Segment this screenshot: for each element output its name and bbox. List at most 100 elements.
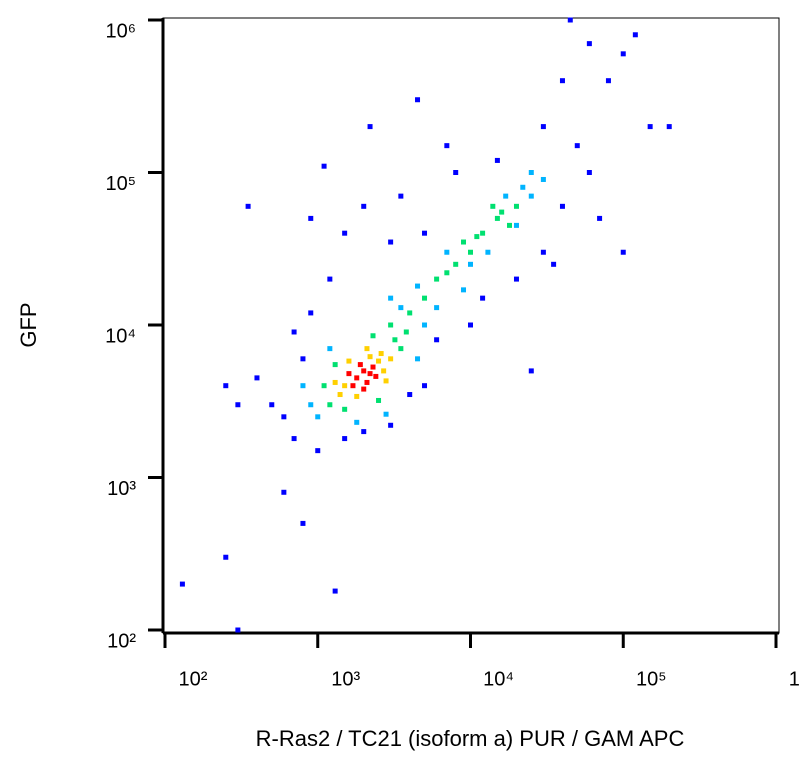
point bbox=[540, 176, 546, 182]
point bbox=[370, 364, 376, 370]
point bbox=[342, 383, 348, 389]
point bbox=[346, 371, 352, 377]
x-tick-label: 10⁶ bbox=[789, 668, 799, 690]
point bbox=[407, 392, 413, 398]
point bbox=[444, 270, 450, 276]
point bbox=[342, 436, 348, 442]
x-tick-label: 10⁴ bbox=[483, 668, 514, 690]
x-axis-title: R-Ras2 / TC21 (isoform a) PUR / GAM APC bbox=[256, 726, 685, 751]
point bbox=[468, 249, 473, 255]
point bbox=[453, 170, 459, 175]
point bbox=[235, 627, 241, 633]
point bbox=[392, 337, 398, 343]
point bbox=[422, 295, 428, 301]
point bbox=[398, 305, 404, 311]
point bbox=[269, 402, 275, 408]
point bbox=[300, 356, 306, 362]
point bbox=[367, 124, 373, 130]
point bbox=[332, 379, 338, 385]
point bbox=[179, 581, 185, 587]
point bbox=[223, 554, 229, 560]
point bbox=[381, 368, 387, 374]
point bbox=[620, 51, 626, 57]
point bbox=[223, 383, 229, 389]
point bbox=[370, 333, 376, 339]
point bbox=[520, 184, 526, 190]
point bbox=[337, 392, 343, 398]
point bbox=[605, 78, 611, 84]
point bbox=[291, 329, 297, 335]
point bbox=[388, 422, 394, 428]
point bbox=[388, 295, 394, 301]
point bbox=[490, 203, 496, 209]
point bbox=[415, 356, 421, 362]
point bbox=[361, 203, 367, 209]
point bbox=[357, 362, 363, 368]
y-tick-label: 10⁵ bbox=[105, 173, 136, 195]
point bbox=[586, 170, 592, 175]
point bbox=[308, 310, 314, 316]
point bbox=[354, 393, 360, 399]
point bbox=[342, 230, 348, 236]
point bbox=[461, 239, 467, 245]
point bbox=[332, 362, 338, 368]
point bbox=[235, 402, 241, 408]
point bbox=[383, 411, 389, 417]
y-axis-title: GFP bbox=[16, 302, 41, 347]
point bbox=[453, 261, 459, 267]
point bbox=[388, 239, 394, 245]
point bbox=[364, 379, 370, 385]
y-tick-label: 10⁴ bbox=[105, 325, 136, 347]
point bbox=[480, 230, 486, 236]
point bbox=[632, 32, 638, 38]
point bbox=[597, 215, 603, 221]
y-tick-label: 10³ bbox=[107, 478, 136, 500]
point bbox=[398, 346, 404, 352]
point bbox=[378, 351, 384, 357]
point bbox=[415, 283, 421, 289]
point bbox=[308, 402, 314, 408]
point bbox=[468, 322, 473, 328]
point bbox=[485, 249, 491, 255]
point bbox=[376, 397, 382, 403]
point bbox=[434, 305, 440, 311]
point bbox=[361, 386, 367, 392]
point bbox=[503, 193, 509, 199]
point bbox=[354, 419, 360, 425]
point bbox=[327, 276, 333, 282]
point bbox=[513, 276, 519, 282]
point bbox=[361, 368, 367, 374]
point bbox=[354, 375, 360, 381]
point bbox=[647, 124, 653, 130]
point bbox=[398, 193, 404, 199]
x-tick-label: 10³ bbox=[331, 668, 360, 690]
point bbox=[388, 322, 394, 328]
point bbox=[308, 215, 314, 221]
point bbox=[444, 249, 450, 255]
point bbox=[422, 230, 428, 236]
point bbox=[586, 41, 592, 47]
point bbox=[342, 406, 348, 412]
point bbox=[315, 448, 321, 454]
point bbox=[373, 373, 379, 379]
point bbox=[551, 261, 557, 267]
point bbox=[422, 383, 428, 389]
point bbox=[434, 337, 440, 343]
point bbox=[506, 222, 512, 228]
point bbox=[361, 429, 367, 435]
point bbox=[494, 215, 500, 221]
point bbox=[300, 383, 306, 389]
point bbox=[327, 346, 333, 352]
point bbox=[254, 375, 260, 381]
point bbox=[367, 371, 373, 377]
point bbox=[407, 310, 413, 316]
point bbox=[376, 358, 382, 364]
point bbox=[574, 143, 580, 149]
point bbox=[291, 436, 297, 442]
point bbox=[494, 157, 500, 163]
point bbox=[321, 163, 327, 169]
point bbox=[321, 383, 327, 389]
y-tick-label: 10² bbox=[107, 630, 136, 652]
point bbox=[315, 414, 321, 420]
